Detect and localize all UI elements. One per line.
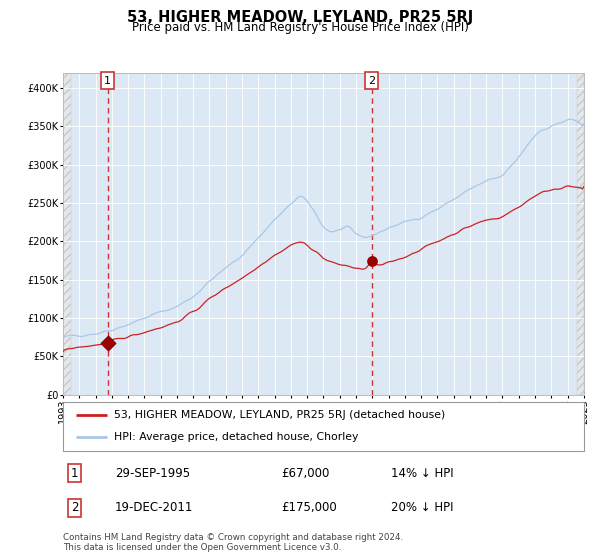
- Text: 2: 2: [368, 76, 375, 86]
- Text: Price paid vs. HM Land Registry's House Price Index (HPI): Price paid vs. HM Land Registry's House …: [131, 21, 469, 34]
- FancyBboxPatch shape: [63, 402, 584, 451]
- Text: 20% ↓ HPI: 20% ↓ HPI: [391, 501, 454, 514]
- Text: This data is licensed under the Open Government Licence v3.0.: This data is licensed under the Open Gov…: [63, 543, 341, 552]
- Bar: [577, 73, 584, 395]
- Text: 14% ↓ HPI: 14% ↓ HPI: [391, 467, 454, 480]
- Text: £175,000: £175,000: [282, 501, 337, 514]
- Text: 1: 1: [104, 76, 111, 86]
- Text: 29-SEP-1995: 29-SEP-1995: [115, 467, 190, 480]
- Text: 53, HIGHER MEADOW, LEYLAND, PR25 5RJ: 53, HIGHER MEADOW, LEYLAND, PR25 5RJ: [127, 10, 473, 25]
- Text: 2: 2: [71, 501, 78, 514]
- Text: 19-DEC-2011: 19-DEC-2011: [115, 501, 193, 514]
- Text: 1: 1: [71, 467, 78, 480]
- Bar: [63, 73, 71, 395]
- Text: HPI: Average price, detached house, Chorley: HPI: Average price, detached house, Chor…: [114, 432, 358, 442]
- Text: 53, HIGHER MEADOW, LEYLAND, PR25 5RJ (detached house): 53, HIGHER MEADOW, LEYLAND, PR25 5RJ (de…: [114, 410, 445, 420]
- Point: [367, 256, 377, 265]
- Point: [103, 339, 113, 348]
- Text: £67,000: £67,000: [282, 467, 330, 480]
- Text: Contains HM Land Registry data © Crown copyright and database right 2024.: Contains HM Land Registry data © Crown c…: [63, 533, 403, 542]
